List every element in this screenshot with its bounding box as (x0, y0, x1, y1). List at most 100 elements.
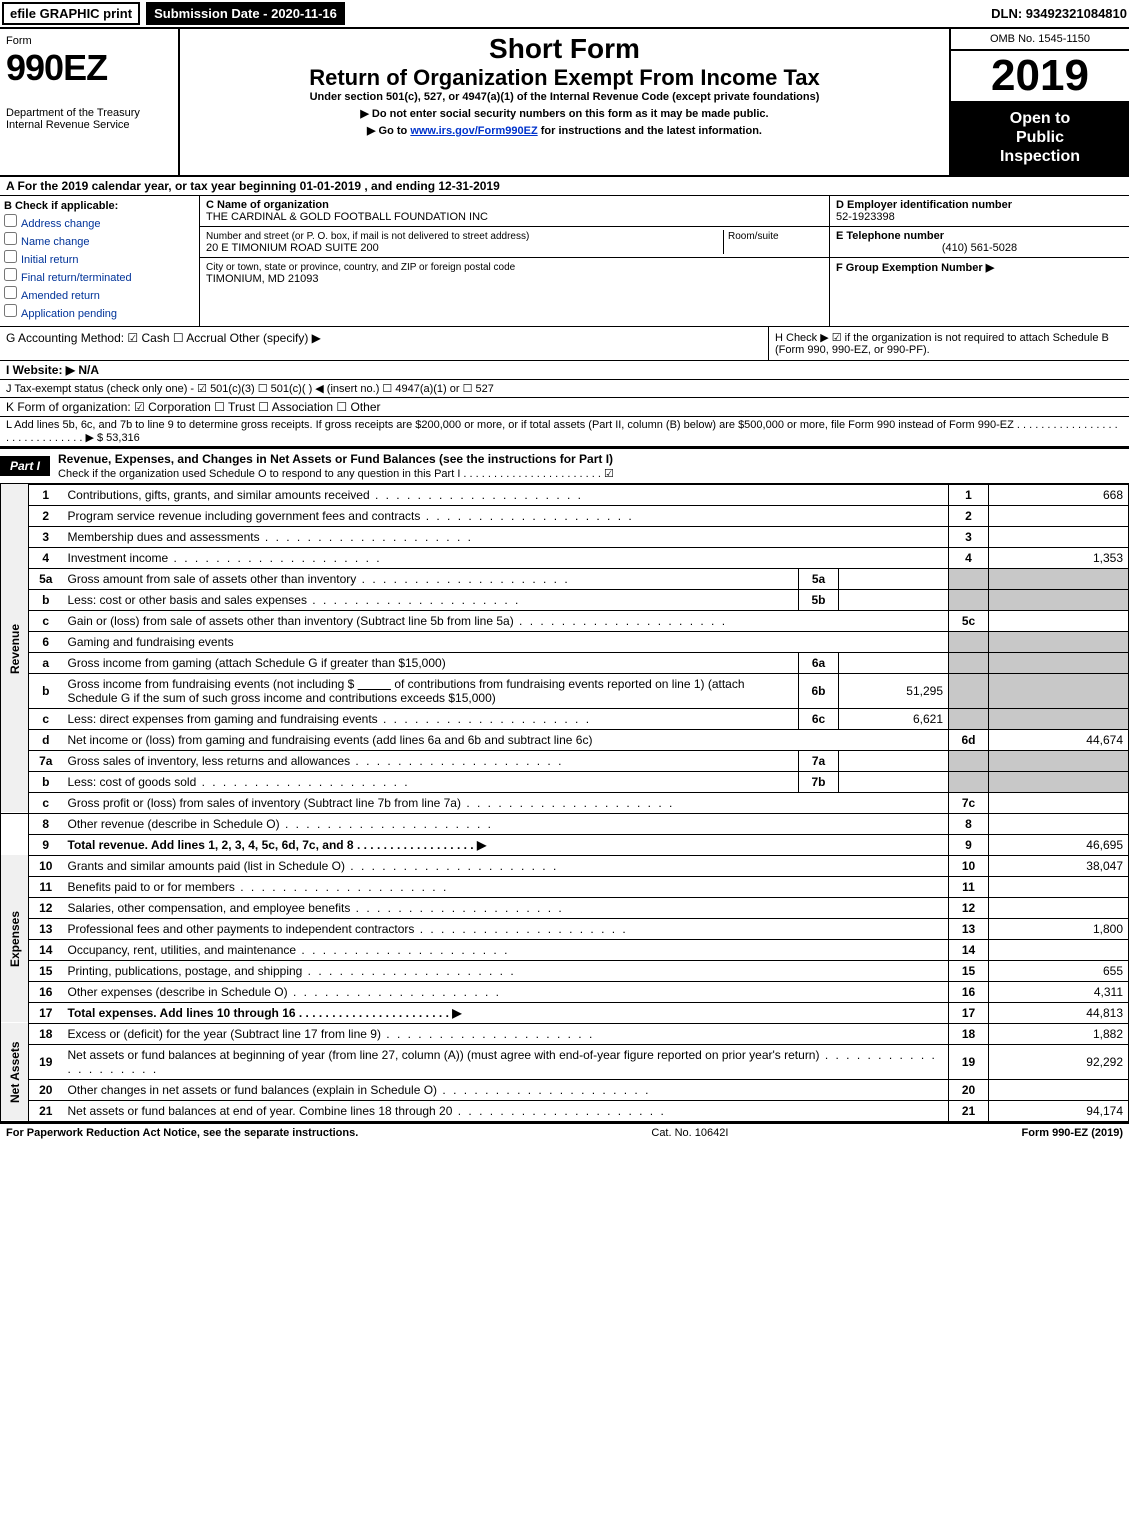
city-value: TIMONIUM, MD 21093 (206, 273, 318, 285)
val-16: 4,311 (989, 981, 1129, 1002)
rcol-12: 12 (949, 897, 989, 918)
page-footer: For Paperwork Reduction Act Notice, see … (0, 1122, 1129, 1142)
val-7a-shaded (989, 750, 1129, 771)
val-17: 44,813 (989, 1002, 1129, 1023)
check-initial-return[interactable]: Initial return (4, 250, 195, 266)
short-form-title: Short Form (184, 33, 945, 65)
val-6b-shaded (989, 673, 1129, 708)
side-revenue: Revenue (1, 484, 29, 813)
desc-21: Net assets or fund balances at end of ye… (63, 1100, 949, 1121)
subval-6a (839, 652, 949, 673)
city-label: City or town, state or province, country… (206, 262, 515, 273)
val-5c (989, 610, 1129, 631)
side-netassets: Net Assets (1, 1023, 29, 1121)
desc-9: Total revenue. Add lines 1, 2, 3, 4, 5c,… (63, 834, 949, 855)
val-6d: 44,674 (989, 729, 1129, 750)
desc-18: Excess or (deficit) for the year (Subtra… (63, 1023, 949, 1044)
val-2 (989, 505, 1129, 526)
part1-table: Revenue 1 Contributions, gifts, grants, … (0, 484, 1129, 1122)
lineno-11: 11 (29, 876, 63, 897)
org-name-value: THE CARDINAL & GOLD FOOTBALL FOUNDATION … (206, 211, 488, 223)
desc-7c: Gross profit or (loss) from sales of inv… (63, 792, 949, 813)
instructions-link[interactable]: www.irs.gov/Form990EZ (410, 125, 537, 137)
val-3 (989, 526, 1129, 547)
check-address-change[interactable]: Address change (4, 214, 195, 230)
rcol-15: 15 (949, 960, 989, 981)
return-title: Return of Organization Exempt From Incom… (184, 65, 945, 91)
lineno-5b: b (29, 589, 63, 610)
lineno-5a: 5a (29, 568, 63, 589)
rcol-6b-shaded (949, 673, 989, 708)
schedule-b-check: H Check ▶ ☑ if the organization is not r… (769, 327, 1129, 360)
rcol-20: 20 (949, 1079, 989, 1100)
rcol-6c-shaded (949, 708, 989, 729)
dln: DLN: 93492321084810 (991, 6, 1127, 21)
org-name-cell: C Name of organization THE CARDINAL & GO… (200, 196, 829, 227)
desc-5a: Gross amount from sale of assets other t… (63, 568, 799, 589)
lineno-19: 19 (29, 1044, 63, 1079)
val-18: 1,882 (989, 1023, 1129, 1044)
rcol-18: 18 (949, 1023, 989, 1044)
rcol-2: 2 (949, 505, 989, 526)
desc-4: Investment income (63, 547, 949, 568)
desc-6b: Gross income from fundraising events (no… (63, 673, 799, 708)
sub-7a: 7a (799, 750, 839, 771)
val-12 (989, 897, 1129, 918)
instructions-line: ▶ Go to www.irs.gov/Form990EZ for instru… (184, 124, 945, 137)
rcol-17: 17 (949, 1002, 989, 1023)
desc-11: Benefits paid to or for members (63, 876, 949, 897)
lineno-6d: d (29, 729, 63, 750)
irs: Internal Revenue Service (6, 119, 172, 131)
gross-receipts-row: L Add lines 5b, 6c, and 7b to line 9 to … (0, 417, 1129, 447)
check-application-pending[interactable]: Application pending (4, 304, 195, 320)
open-line3: Inspection (955, 147, 1125, 166)
check-name-change[interactable]: Name change (4, 232, 195, 248)
subtitle: Under section 501(c), 527, or 4947(a)(1)… (184, 91, 945, 103)
open-to-public: Open to Public Inspection (951, 101, 1129, 175)
desc-14: Occupancy, rent, utilities, and maintena… (63, 939, 949, 960)
org-name-label: C Name of organization (206, 199, 329, 211)
lineno-12: 12 (29, 897, 63, 918)
desc-1: Contributions, gifts, grants, and simila… (63, 484, 949, 505)
rcol-9: 9 (949, 834, 989, 855)
val-5b-shaded (989, 589, 1129, 610)
phone-label: E Telephone number (836, 230, 944, 242)
val-1: 668 (989, 484, 1129, 505)
form-title-right: OMB No. 1545-1150 2019 Open to Public In… (949, 29, 1129, 175)
box-b-title: B Check if applicable: (4, 200, 195, 212)
rcol-13: 13 (949, 918, 989, 939)
lineno-6b: b (29, 673, 63, 708)
rcol-16: 16 (949, 981, 989, 1002)
subval-7a (839, 750, 949, 771)
row-gh: G Accounting Method: ☑ Cash ☐ Accrual Ot… (0, 327, 1129, 361)
lineno-5c: c (29, 610, 63, 631)
desc-16: Other expenses (describe in Schedule O) (63, 981, 949, 1002)
rcol-5c: 5c (949, 610, 989, 631)
check-amended-return[interactable]: Amended return (4, 286, 195, 302)
lineno-13: 13 (29, 918, 63, 939)
room-label: Room/suite (728, 231, 779, 242)
box-c: C Name of organization THE CARDINAL & GO… (200, 196, 829, 326)
part1-badge: Part I (0, 456, 50, 476)
lineno-17: 17 (29, 1002, 63, 1023)
desc-6a: Gross income from gaming (attach Schedul… (63, 652, 799, 673)
footer-right: Form 990-EZ (2019) (1022, 1127, 1123, 1139)
subval-7b (839, 771, 949, 792)
sub-7b: 7b (799, 771, 839, 792)
val-19: 92,292 (989, 1044, 1129, 1079)
lineno-6: 6 (29, 631, 63, 652)
box-def: D Employer identification number 52-1923… (829, 196, 1129, 326)
rcol-11: 11 (949, 876, 989, 897)
website-row: I Website: ▶ N/A (0, 361, 1129, 380)
lineno-4: 4 (29, 547, 63, 568)
lineno-1: 1 (29, 484, 63, 505)
efile-label: efile GRAPHIC print (2, 2, 140, 25)
desc-5b: Less: cost or other basis and sales expe… (63, 589, 799, 610)
subval-6c: 6,621 (839, 708, 949, 729)
phone-value: (410) 561-5028 (836, 242, 1123, 254)
check-final-return[interactable]: Final return/terminated (4, 268, 195, 284)
open-line1: Open to (955, 109, 1125, 128)
header-bar: efile GRAPHIC print Submission Date - 20… (0, 0, 1129, 29)
val-6-shaded (989, 631, 1129, 652)
subval-5a (839, 568, 949, 589)
